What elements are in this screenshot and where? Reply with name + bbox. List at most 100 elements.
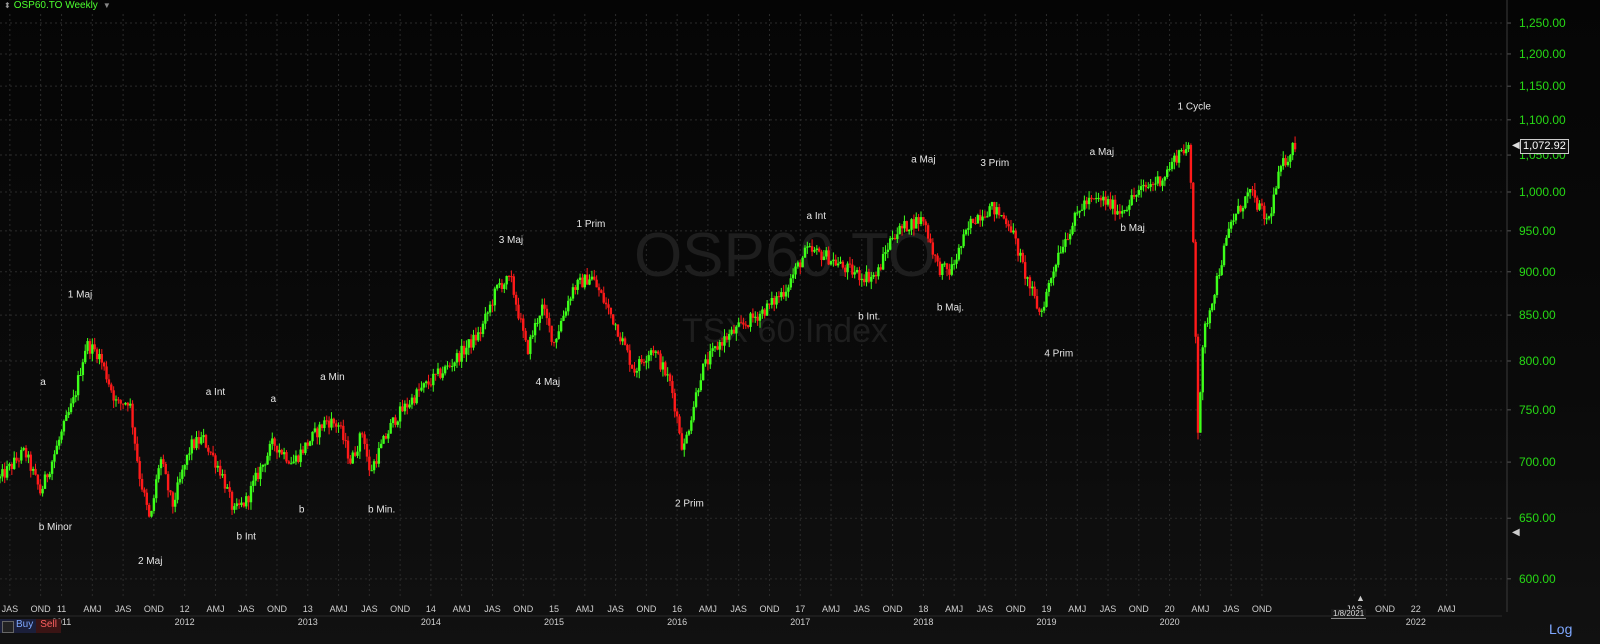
candle-body <box>713 346 717 349</box>
scroll-up-arrow-icon[interactable]: ▲ <box>1356 593 1365 603</box>
grid <box>0 14 1502 598</box>
x-tick-label: JAS <box>730 604 747 614</box>
candle-body <box>540 304 544 316</box>
symbol-label[interactable]: OSP60.TO Weekly <box>13 0 98 11</box>
candle-body <box>898 225 901 235</box>
candle-body <box>683 443 686 450</box>
x-tick-label: 11 <box>57 604 66 614</box>
candle-body <box>1059 252 1062 254</box>
candle-body <box>825 250 828 257</box>
candle-body <box>593 276 596 280</box>
candle-body <box>323 420 326 429</box>
candle-body <box>389 423 392 434</box>
candle-body <box>612 314 615 325</box>
wave-label: 4 Prim <box>1044 348 1073 359</box>
wave-label: a <box>40 377 46 388</box>
buy-button[interactable]: Buy <box>0 619 37 633</box>
candle-body <box>962 234 965 247</box>
y-axis[interactable]: 600.00 650.00 700.00 750.00 800.00 850.00 900.… <box>1506 0 1566 612</box>
candle-body <box>121 403 125 405</box>
candle-body <box>162 459 165 464</box>
candle-body <box>356 451 359 456</box>
candle-body <box>860 278 864 281</box>
candle-body <box>138 461 141 479</box>
candle-body <box>1227 228 1230 238</box>
candle-body <box>294 455 298 462</box>
candle-body <box>1196 336 1200 433</box>
candle-body <box>832 259 835 262</box>
candle-body <box>844 267 847 273</box>
candle-body <box>1251 189 1254 191</box>
buy-label: Buy <box>16 619 34 630</box>
candle-body <box>654 351 658 353</box>
candle-body <box>808 246 811 248</box>
candle-body <box>872 274 875 277</box>
candle-body <box>48 473 51 478</box>
wave-label: b Int <box>236 531 256 542</box>
up-down-arrows-icon[interactable]: ⬍ <box>4 1 11 10</box>
candle-body <box>5 466 9 478</box>
scroll-left-arrow-icon[interactable]: ◀ <box>1512 527 1520 538</box>
candle-body <box>1040 310 1043 312</box>
candle-body <box>10 463 14 469</box>
x-year-label: 2017 <box>790 617 810 627</box>
candle-body <box>1076 212 1079 214</box>
candle-body <box>699 380 703 391</box>
candle-body <box>896 234 899 240</box>
candle-body <box>1038 308 1041 312</box>
candle-body <box>607 304 610 308</box>
x-tick-label: 20 <box>1165 604 1175 614</box>
candle-body <box>810 246 814 252</box>
candle-body <box>971 218 975 223</box>
candle-body <box>57 439 61 446</box>
x-tick-label: 12 <box>180 604 190 614</box>
chevron-down-icon[interactable]: ▼ <box>102 1 111 10</box>
candle-body <box>1277 171 1280 189</box>
candle-body <box>533 323 537 336</box>
x-axis[interactable]: JAS OND 11 AMJ JAS OND 12 AMJ JAS OND 13 AMJ JAS OND 1… <box>0 604 1502 627</box>
candle-body <box>1154 183 1157 185</box>
x-tick-label: JAS <box>484 604 501 614</box>
x-tick-label: 13 <box>303 604 313 614</box>
sell-button[interactable]: Sell <box>36 619 61 633</box>
candle-body <box>512 276 515 295</box>
candle-body <box>406 403 409 408</box>
chart-header[interactable]: ⬍ OSP60.TO Weekly ▼ <box>4 0 111 11</box>
candle-body <box>337 425 340 427</box>
candle-body <box>15 457 18 461</box>
candle-body <box>159 459 163 469</box>
candle-body <box>851 264 854 275</box>
candle-body <box>129 403 132 406</box>
candle-body <box>375 461 378 464</box>
candle-body <box>278 449 281 453</box>
candle-body <box>678 416 681 434</box>
candle-body <box>846 263 849 273</box>
candle-body <box>22 448 25 450</box>
candle-body <box>242 502 246 507</box>
candle-body <box>919 217 923 224</box>
x-tick-label: OND <box>1006 604 1027 614</box>
candle-body <box>1284 158 1287 166</box>
candle-body <box>562 315 565 321</box>
candle-body <box>886 249 890 252</box>
candle-body <box>1068 234 1072 240</box>
candle-body <box>905 221 908 232</box>
y-tick-label: 700.00 <box>1519 455 1556 469</box>
candle-body <box>53 454 56 462</box>
candle-body <box>1071 225 1074 235</box>
candle-body <box>458 353 461 362</box>
candle-body <box>117 399 120 401</box>
log-scale-toggle[interactable]: Log <box>1549 621 1573 637</box>
wave-label: 1 Prim <box>576 219 605 230</box>
candle-body <box>827 250 830 265</box>
candle-body <box>1073 212 1077 226</box>
candle-body <box>829 261 833 265</box>
candle-body <box>881 253 885 270</box>
candle-body <box>287 461 291 464</box>
candle-body <box>169 490 172 493</box>
candle-body <box>327 420 331 428</box>
candle-body <box>453 362 456 366</box>
candle-body <box>432 373 435 386</box>
x-tick-label: 22 <box>1411 604 1421 614</box>
